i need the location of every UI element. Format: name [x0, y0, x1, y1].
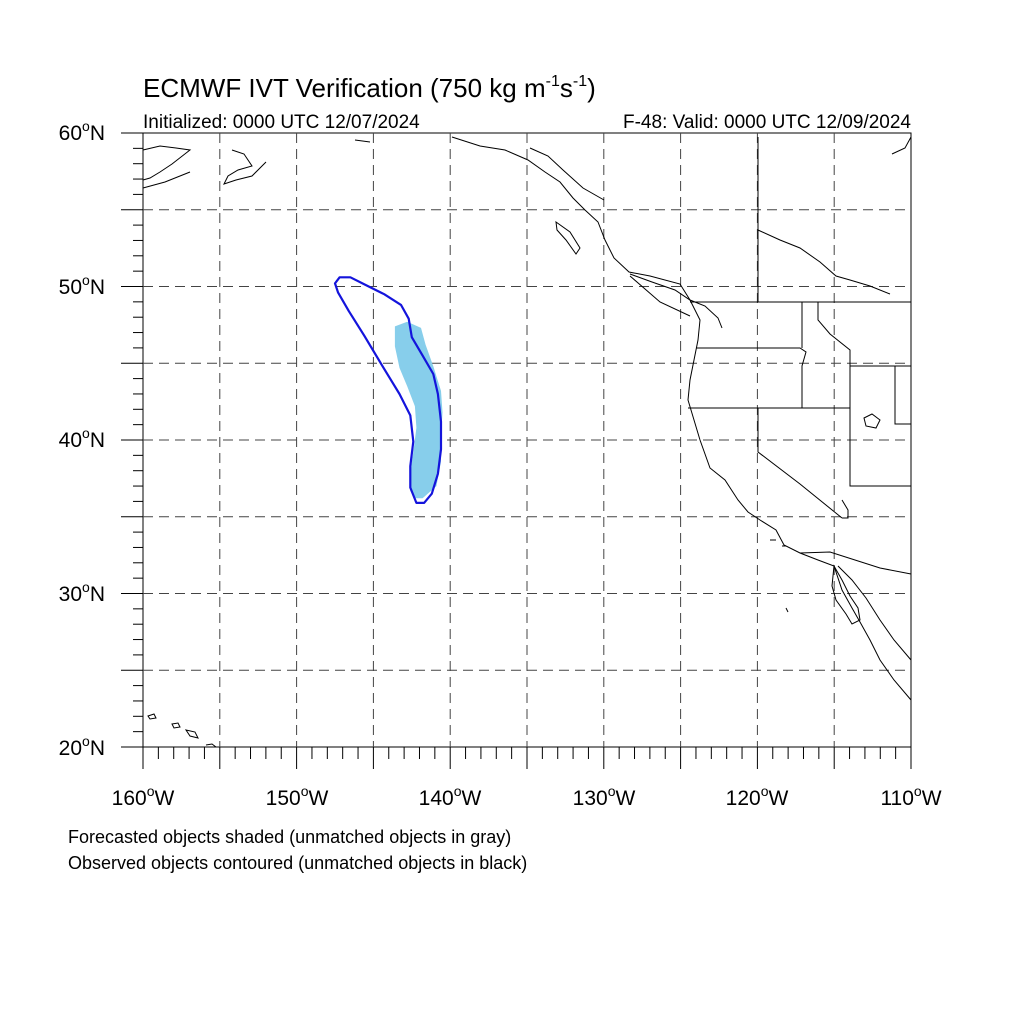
valid-time-label: F-48: Valid: 0000 UTC 12/09/2024	[623, 112, 911, 133]
political-borders	[688, 137, 912, 575]
lat-label-60: 60oN	[59, 118, 105, 145]
lon-label-160: 160oW	[112, 783, 175, 810]
gridlines	[143, 133, 911, 747]
lon-label-130: 130oW	[573, 783, 636, 810]
lon-label-110: 110oW	[880, 783, 941, 810]
map-area	[121, 132, 912, 769]
lon-label-150: 150oW	[266, 783, 329, 810]
latitude-labels: 60oN 50oN 40oN 30oN 20oN	[59, 118, 105, 760]
lon-label-140: 140oW	[419, 783, 482, 810]
lat-label-40: 40oN	[59, 425, 105, 452]
lat-label-20: 20oN	[59, 733, 105, 760]
tick-marks	[121, 132, 912, 769]
lon-label-120: 120oW	[726, 783, 789, 810]
legend-forecast-note: Forecasted objects shaded (unmatched obj…	[68, 827, 511, 847]
forecast-ivt-object	[394, 321, 443, 499]
lat-label-30: 30oN	[59, 579, 105, 606]
lat-label-50: 50oN	[59, 272, 105, 299]
observed-ivt-contour	[333, 276, 443, 504]
legend-observed-note: Observed objects contoured (unmatched ob…	[68, 853, 527, 873]
map-title: ECMWF IVT Verification (750 kg m-1s-1)	[143, 73, 596, 103]
init-time-label: Initialized: 0000 UTC 12/07/2024	[143, 112, 420, 133]
longitude-labels: 160oW 150oW 140oW 130oW 120oW 110oW	[112, 783, 942, 810]
coastlines	[142, 136, 912, 748]
